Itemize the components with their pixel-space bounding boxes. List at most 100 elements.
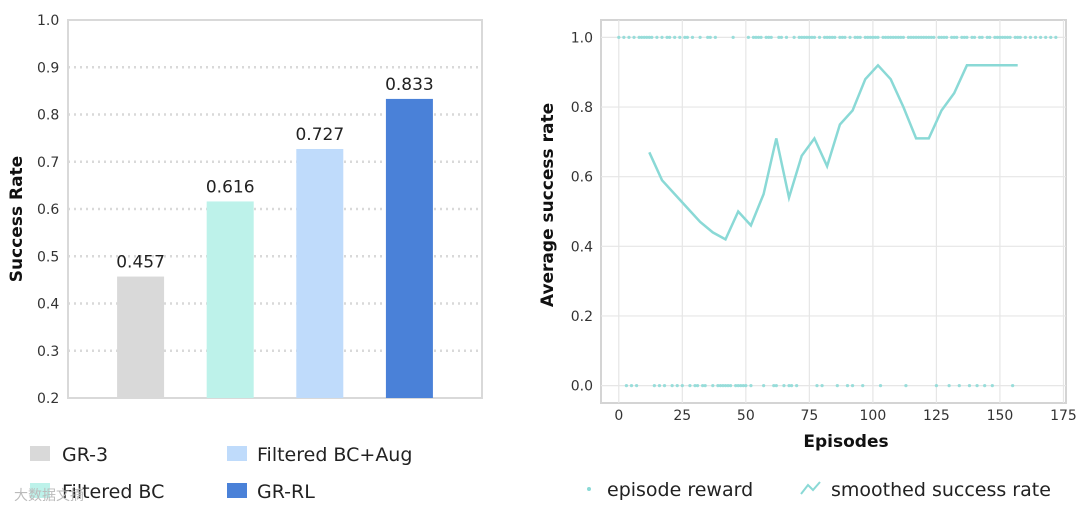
episode-reward-point — [782, 383, 786, 388]
line-y-tick-label: 0.8 — [571, 100, 593, 116]
episode-reward-point — [764, 35, 768, 40]
episode-reward-point — [617, 35, 621, 40]
bar-y-ticks: 0.2 0.3 0.4 0.5 0.6 0.7 0.8 0.9 1.0 — [37, 13, 59, 407]
episode-reward-point — [980, 35, 984, 40]
bar-gr-3 — [117, 276, 165, 398]
episode-reward-point — [866, 35, 870, 40]
bar-y-tick-label: 0.7 — [37, 155, 59, 171]
bar-y-tick-label: 0.6 — [37, 202, 59, 218]
episode-reward-point — [812, 35, 817, 40]
legend-swatch-gr-rl — [227, 483, 247, 498]
bar-value-label: 0.727 — [295, 125, 344, 145]
episode-reward-point — [1049, 35, 1053, 40]
episode-reward-point — [800, 35, 804, 40]
episode-reward-point — [792, 35, 796, 40]
episode-reward-point — [970, 35, 974, 40]
episode-reward-point — [713, 35, 717, 40]
episode-reward-point — [878, 383, 883, 388]
episode-reward-point — [881, 35, 885, 40]
episode-reward-point — [917, 35, 921, 40]
episode-reward-point — [1016, 35, 1020, 40]
episode-reward-point — [751, 35, 756, 40]
episode-reward-point — [769, 35, 773, 40]
episode-reward-point — [876, 35, 880, 40]
episode-reward-point — [932, 35, 936, 40]
episode-reward-point — [789, 383, 794, 388]
episode-reward-point — [739, 383, 743, 388]
line-y-tick-label: 0.4 — [571, 239, 593, 255]
line-y-tick-label: 0.6 — [571, 170, 593, 186]
episode-reward-point — [650, 35, 654, 40]
episode-reward-point — [952, 35, 956, 40]
episode-reward-point — [1044, 35, 1048, 40]
episode-reward-point — [988, 35, 992, 40]
episode-reward-point — [1054, 35, 1058, 40]
episode-reward-point — [901, 35, 905, 40]
episode-reward-point — [942, 35, 946, 40]
bar-y-tick-label: 0.9 — [37, 60, 59, 76]
line-x-tick-label: 25 — [673, 408, 691, 424]
episode-reward-point — [1000, 35, 1005, 40]
episode-reward-point — [642, 35, 646, 40]
episode-reward-point — [640, 35, 644, 40]
bar-y-tick-label: 0.5 — [37, 249, 59, 265]
episode-reward-point — [726, 383, 730, 388]
episode-reward-point — [629, 383, 634, 388]
episode-reward-point — [998, 35, 1002, 40]
episode-reward-point — [939, 35, 944, 40]
episode-reward-point — [807, 35, 811, 40]
episode-reward-point — [675, 383, 679, 388]
episode-reward-point — [805, 35, 809, 40]
episode-reward-point — [693, 383, 697, 388]
episode-reward-point — [784, 35, 789, 40]
line-y-axis-label: Average success rate — [538, 103, 558, 307]
line-x-tick-label: 50 — [737, 408, 755, 424]
episode-reward-point — [883, 35, 888, 40]
episode-reward-point — [978, 35, 982, 40]
episode-reward-point — [655, 35, 659, 40]
episode-reward-point — [965, 35, 969, 40]
line-y-tick-label: 0.2 — [571, 309, 593, 325]
episode-reward-point — [1013, 35, 1017, 40]
episode-reward-point — [955, 35, 959, 40]
episode-reward-point — [825, 35, 829, 40]
legend-swatch-filtered-bc-aug — [227, 446, 247, 461]
episode-reward-point — [1038, 35, 1043, 40]
episode-reward-point — [1011, 383, 1015, 388]
episode-reward-point — [690, 35, 695, 40]
legend-label-gr-rl: GR-RL — [257, 481, 315, 503]
line-legend: episode reward smoothed success rate — [587, 479, 1051, 501]
episode-reward-point — [670, 383, 674, 388]
episode-reward-point — [828, 35, 832, 40]
episode-reward-point — [772, 383, 776, 388]
bar-value-labels: 0.457 0.616 0.727 0.833 — [116, 75, 434, 273]
episode-reward-point — [759, 35, 763, 40]
episode-reward-point — [734, 383, 738, 388]
episode-reward-point — [868, 35, 872, 40]
line-y-tick-label: 0.0 — [571, 379, 593, 395]
episode-reward-point — [762, 383, 766, 388]
episode-reward-point — [637, 35, 641, 40]
episode-reward-point — [871, 35, 875, 40]
episode-reward-point — [777, 35, 781, 40]
episode-reward-point — [718, 383, 723, 388]
legend-label-smoothed-success-rate: smoothed success rate — [831, 479, 1051, 501]
episode-reward-point — [716, 383, 720, 388]
episode-reward-point — [843, 35, 847, 40]
bar-value-label: 0.457 — [116, 253, 165, 273]
episode-reward-point — [723, 383, 728, 388]
episode-reward-point — [685, 35, 689, 40]
episode-reward-point — [774, 383, 778, 388]
legend-label-filtered-bc: Filtered BC — [62, 481, 164, 503]
episode-reward-point — [657, 383, 662, 388]
bar-value-label: 0.616 — [206, 177, 255, 197]
episode-reward-point — [817, 35, 822, 40]
episode-reward-point — [1005, 35, 1010, 40]
episode-reward-point — [802, 35, 806, 40]
episode-reward-point — [845, 383, 850, 388]
episode-reward-point — [873, 35, 878, 40]
episode-reward-point — [749, 383, 753, 388]
legend-swatch-gr3 — [30, 446, 50, 461]
episode-reward-point — [820, 383, 824, 388]
episode-reward-point — [647, 35, 651, 40]
